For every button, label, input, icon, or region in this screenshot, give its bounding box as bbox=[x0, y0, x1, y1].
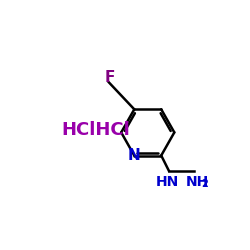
Text: HN: HN bbox=[156, 175, 179, 189]
Text: NH: NH bbox=[186, 175, 209, 189]
Text: N: N bbox=[128, 148, 141, 163]
Text: F: F bbox=[104, 70, 115, 85]
Text: HClHCl: HClHCl bbox=[61, 121, 130, 139]
Text: 2: 2 bbox=[201, 179, 208, 189]
